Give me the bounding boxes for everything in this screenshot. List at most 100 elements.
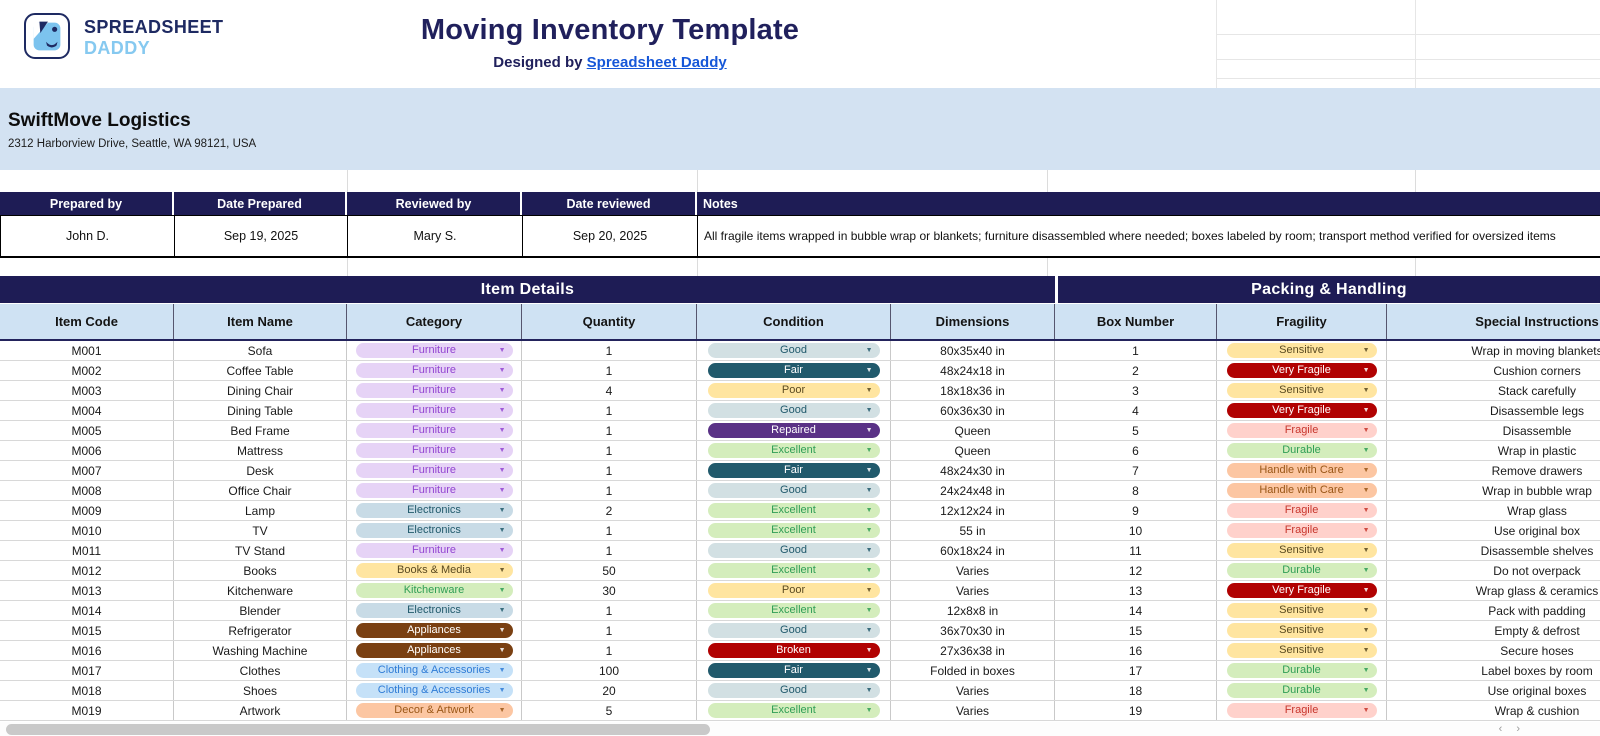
item-code-cell[interactable]: M015 xyxy=(0,621,174,640)
category-dropdown[interactable]: Furniture ▼ xyxy=(355,403,513,418)
box-number-cell[interactable]: 1 xyxy=(1055,341,1217,360)
quantity-cell[interactable]: 1 xyxy=(522,341,697,360)
item-code-cell[interactable]: M018 xyxy=(0,681,174,700)
condition-dropdown[interactable]: Fair ▼ xyxy=(707,363,880,378)
dimensions-cell[interactable]: 48x24x18 in xyxy=(891,361,1055,380)
condition-dropdown[interactable]: Repaired ▼ xyxy=(707,423,880,438)
category-dropdown[interactable]: Electronics ▼ xyxy=(355,503,513,518)
dimensions-cell[interactable]: 24x24x48 in xyxy=(891,481,1055,500)
condition-dropdown[interactable]: Excellent ▼ xyxy=(707,443,880,458)
quantity-cell[interactable]: 1 xyxy=(522,541,697,560)
fragility-dropdown[interactable]: Very Fragile ▼ xyxy=(1226,363,1377,378)
fragility-dropdown[interactable]: Durable ▼ xyxy=(1226,443,1377,458)
item-name-cell[interactable]: Clothes xyxy=(174,661,347,680)
dimensions-cell[interactable]: Varies xyxy=(891,681,1055,700)
item-name-cell[interactable]: Sofa xyxy=(174,341,347,360)
item-code-cell[interactable]: M011 xyxy=(0,541,174,560)
item-code-cell[interactable]: M005 xyxy=(0,421,174,440)
quantity-cell[interactable]: 4 xyxy=(522,381,697,400)
category-dropdown[interactable]: Furniture ▼ xyxy=(355,343,513,358)
item-code-cell[interactable]: M002 xyxy=(0,361,174,380)
item-code-cell[interactable]: M019 xyxy=(0,701,174,720)
item-code-cell[interactable]: M003 xyxy=(0,381,174,400)
fragility-dropdown[interactable]: Sensitive ▼ xyxy=(1226,643,1377,658)
category-dropdown[interactable]: Furniture ▼ xyxy=(355,363,513,378)
box-number-cell[interactable]: 14 xyxy=(1055,601,1217,620)
dimensions-cell[interactable]: 80x35x40 in xyxy=(891,341,1055,360)
special-instructions-cell[interactable]: Wrap in bubble wrap xyxy=(1482,483,1592,498)
special-instructions-cell[interactable]: Do not overpack xyxy=(1493,563,1581,578)
fragility-dropdown[interactable]: Sensitive ▼ xyxy=(1226,603,1377,618)
dimensions-cell[interactable]: 60x36x30 in xyxy=(891,401,1055,420)
category-dropdown[interactable]: Furniture ▼ xyxy=(355,443,513,458)
box-number-cell[interactable]: 17 xyxy=(1055,661,1217,680)
fragility-dropdown[interactable]: Sensitive ▼ xyxy=(1226,383,1377,398)
item-name-cell[interactable]: Artwork xyxy=(174,701,347,720)
quantity-cell[interactable]: 1 xyxy=(522,481,697,500)
item-name-cell[interactable]: Shoes xyxy=(174,681,347,700)
box-number-cell[interactable]: 6 xyxy=(1055,441,1217,460)
quantity-cell[interactable]: 20 xyxy=(522,681,697,700)
category-dropdown[interactable]: Furniture ▼ xyxy=(355,543,513,558)
dimensions-cell[interactable]: Queen xyxy=(891,421,1055,440)
box-number-cell[interactable]: 19 xyxy=(1055,701,1217,720)
quantity-cell[interactable]: 30 xyxy=(522,581,697,600)
box-number-cell[interactable]: 4 xyxy=(1055,401,1217,420)
box-number-cell[interactable]: 5 xyxy=(1055,421,1217,440)
fragility-dropdown[interactable]: Durable ▼ xyxy=(1226,663,1377,678)
dimensions-cell[interactable]: Varies xyxy=(891,701,1055,720)
date-reviewed-cell[interactable]: Sep 20, 2025 xyxy=(523,216,698,256)
condition-dropdown[interactable]: Broken ▼ xyxy=(707,643,880,658)
item-name-cell[interactable]: Dining Table xyxy=(174,401,347,420)
item-name-cell[interactable]: Mattress xyxy=(174,441,347,460)
condition-dropdown[interactable]: Good ▼ xyxy=(707,683,880,698)
dimensions-cell[interactable]: Varies xyxy=(891,561,1055,580)
item-name-cell[interactable]: Lamp xyxy=(174,501,347,520)
category-dropdown[interactable]: Clothing & Accessories ▼ xyxy=(355,683,513,698)
item-code-cell[interactable]: M010 xyxy=(0,521,174,540)
condition-dropdown[interactable]: Good ▼ xyxy=(707,543,880,558)
prepared-by-cell[interactable]: John D. xyxy=(1,216,175,256)
special-instructions-cell[interactable]: Wrap & cushion xyxy=(1494,703,1580,718)
item-code-cell[interactable]: M008 xyxy=(0,481,174,500)
box-number-cell[interactable]: 2 xyxy=(1055,361,1217,380)
condition-dropdown[interactable]: Excellent ▼ xyxy=(707,523,880,538)
fragility-dropdown[interactable]: Fragile ▼ xyxy=(1226,503,1377,518)
notes-cell[interactable]: All fragile items wrapped in bubble wrap… xyxy=(704,229,1556,243)
special-instructions-cell[interactable]: Empty & defrost xyxy=(1494,623,1580,638)
condition-dropdown[interactable]: Good ▼ xyxy=(707,623,880,638)
special-instructions-cell[interactable]: Disassemble xyxy=(1502,423,1572,438)
item-name-cell[interactable]: TV xyxy=(174,521,347,540)
condition-dropdown[interactable]: Fair ▼ xyxy=(707,663,880,678)
item-name-cell[interactable]: Refrigerator xyxy=(174,621,347,640)
item-name-cell[interactable]: Coffee Table xyxy=(174,361,347,380)
dimensions-cell[interactable]: 18x18x36 in xyxy=(891,381,1055,400)
dimensions-cell[interactable]: 12x12x24 in xyxy=(891,501,1055,520)
special-instructions-cell[interactable]: Wrap in moving blankets xyxy=(1471,343,1600,358)
box-number-cell[interactable]: 10 xyxy=(1055,521,1217,540)
quantity-cell[interactable]: 1 xyxy=(522,421,697,440)
item-name-cell[interactable]: Bed Frame xyxy=(174,421,347,440)
special-instructions-cell[interactable]: Disassemble shelves xyxy=(1480,543,1594,558)
special-instructions-cell[interactable]: Wrap glass xyxy=(1507,503,1567,518)
condition-dropdown[interactable]: Poor ▼ xyxy=(707,583,880,598)
condition-dropdown[interactable]: Excellent ▼ xyxy=(707,503,880,518)
box-number-cell[interactable]: 8 xyxy=(1055,481,1217,500)
box-number-cell[interactable]: 7 xyxy=(1055,461,1217,480)
special-instructions-cell[interactable]: Cushion corners xyxy=(1493,363,1581,378)
quantity-cell[interactable]: 1 xyxy=(522,441,697,460)
date-prepared-cell[interactable]: Sep 19, 2025 xyxy=(175,216,348,256)
category-dropdown[interactable]: Furniture ▼ xyxy=(355,423,513,438)
item-name-cell[interactable]: Blender xyxy=(174,601,347,620)
category-dropdown[interactable]: Appliances ▼ xyxy=(355,623,513,638)
box-number-cell[interactable]: 9 xyxy=(1055,501,1217,520)
category-dropdown[interactable]: Appliances ▼ xyxy=(355,643,513,658)
item-code-cell[interactable]: M004 xyxy=(0,401,174,420)
category-dropdown[interactable]: Furniture ▼ xyxy=(355,483,513,498)
fragility-dropdown[interactable]: Sensitive ▼ xyxy=(1226,623,1377,638)
fragility-dropdown[interactable]: Durable ▼ xyxy=(1226,683,1377,698)
fragility-dropdown[interactable]: Durable ▼ xyxy=(1226,563,1377,578)
fragility-dropdown[interactable]: Very Fragile ▼ xyxy=(1226,583,1377,598)
fragility-dropdown[interactable]: Fragile ▼ xyxy=(1226,523,1377,538)
category-dropdown[interactable]: Clothing & Accessories ▼ xyxy=(355,663,513,678)
